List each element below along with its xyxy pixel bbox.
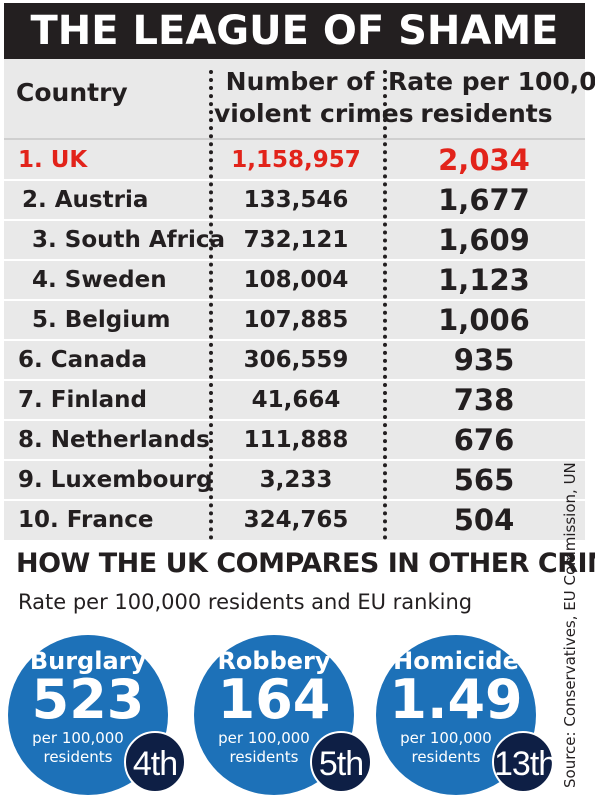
row-divider [4, 219, 585, 221]
table-row: 2. Austria 133,546 1,677 [4, 181, 585, 221]
stat-value: 1.49 [389, 668, 523, 731]
column-header-crimes-line1: Number of [225, 67, 375, 96]
page-title: THE LEAGUE OF SHAME [4, 3, 585, 59]
table-row: 9. Luxembourg 3,233 565 [4, 461, 585, 501]
column-header-rate-line1: Rate per 100,000 [388, 67, 595, 96]
crimes-cell: 732,121 [243, 227, 349, 253]
row-divider [4, 459, 585, 461]
country-cell: 9. Luxembourg [18, 467, 213, 493]
row-divider [4, 379, 585, 381]
rate-cell: 1,123 [438, 263, 530, 297]
row-divider [4, 419, 585, 421]
table-row: 8. Netherlands 111,888 676 [4, 421, 585, 461]
stat-label: Robbery [217, 647, 331, 675]
row-divider [4, 299, 585, 301]
stat-unit-line2: residents [229, 748, 299, 766]
crimes-cell: 41,664 [251, 387, 341, 413]
rate-cell: 1,006 [438, 303, 530, 337]
stat-unit-line2: residents [43, 748, 113, 766]
country-cell: 4. Sweden [32, 267, 167, 293]
stat-unit-line1: per 100,000 [218, 729, 310, 747]
stat-label: Burglary [29, 647, 147, 675]
country-cell: 1. UK [18, 147, 88, 173]
source-credit: Source: Conservatives, EU Commission, UN [561, 462, 579, 788]
rate-cell: 565 [453, 463, 515, 497]
table-row: 7. Finland 41,664 738 [4, 381, 585, 421]
stat-burglary: Burglary 523 per 100,000 residents 4th [8, 635, 186, 795]
section-title: HOW THE UK COMPARES IN OTHER CRIMES [16, 548, 595, 579]
row-divider [4, 499, 585, 501]
table-row: 3. South Africa 732,121 1,609 [4, 221, 585, 261]
stat-unit-line2: residents [411, 748, 481, 766]
country-cell: 5. Belgium [32, 307, 171, 333]
stat-unit: per 100,000 residents [204, 729, 324, 767]
country-cell: 3. South Africa [32, 227, 226, 253]
country-cell: 7. Finland [18, 387, 147, 413]
country-cell: 8. Netherlands [18, 427, 210, 453]
column-header-rate: Rate per 100,000 residents [388, 66, 595, 130]
stat-value: 164 [217, 668, 331, 731]
header-divider [4, 138, 585, 140]
stat-homicide: Homicide 1.49 per 100,000 residents 13th [376, 635, 557, 795]
section-subtitle: Rate per 100,000 residents and EU rankin… [18, 590, 473, 614]
column-divider-1 [209, 70, 213, 540]
table-row: 10. France 324,765 504 [4, 501, 585, 541]
column-header-crimes: Number of violent crimes [214, 66, 414, 130]
crimes-cell: 1,158,957 [231, 147, 361, 173]
crimes-cell: 108,004 [243, 267, 349, 293]
row-divider [4, 339, 585, 341]
crimes-cell: 107,885 [243, 307, 349, 333]
rate-cell: 676 [453, 423, 515, 457]
stat-unit-line1: per 100,000 [400, 729, 492, 747]
country-cell: 2. Austria [22, 187, 149, 213]
rate-cell: 738 [453, 383, 515, 417]
table-row: 5. Belgium 107,885 1,006 [4, 301, 585, 341]
stat-unit-line1: per 100,000 [32, 729, 124, 747]
stat-unit: per 100,000 residents [18, 729, 138, 767]
rate-cell: 1,609 [438, 223, 530, 257]
stat-circle: Burglary 523 per 100,000 residents [8, 635, 168, 795]
table-row: 6. Canada 306,559 935 [4, 341, 585, 381]
column-header-country: Country [16, 78, 128, 107]
crimes-cell: 133,546 [243, 187, 349, 213]
rate-cell: 2,034 [438, 143, 530, 177]
table-row: 1. UK 1,158,957 2,034 [4, 141, 585, 181]
crimes-cell: 306,559 [243, 347, 349, 373]
rate-cell: 1,677 [438, 183, 530, 217]
column-header-crimes-line2: violent crimes [214, 99, 414, 128]
rate-cell: 935 [453, 343, 515, 377]
country-cell: 10. France [18, 507, 154, 533]
row-divider [4, 179, 585, 181]
column-divider-2 [383, 70, 387, 540]
rate-cell: 504 [453, 503, 515, 537]
stat-rank-badge: 4th [124, 731, 186, 793]
row-divider [4, 259, 585, 261]
column-header-rate-line2: residents [420, 99, 553, 128]
stat-label: Homicide [393, 647, 519, 675]
stat-rank-badge: 13th [492, 731, 557, 793]
stat-circle: Homicide 1.49 per 100,000 residents [376, 635, 536, 795]
crimes-cell: 111,888 [243, 427, 349, 453]
stat-unit: per 100,000 residents [386, 729, 506, 767]
stat-robbery: Robbery 164 per 100,000 residents 5th [194, 635, 372, 795]
crimes-cell: 324,765 [243, 507, 349, 533]
stat-rank-badge: 5th [310, 731, 372, 793]
country-cell: 6. Canada [18, 347, 148, 373]
stat-value: 523 [31, 668, 145, 731]
table-row: 4. Sweden 108,004 1,123 [4, 261, 585, 301]
crimes-cell: 3,233 [259, 467, 333, 493]
